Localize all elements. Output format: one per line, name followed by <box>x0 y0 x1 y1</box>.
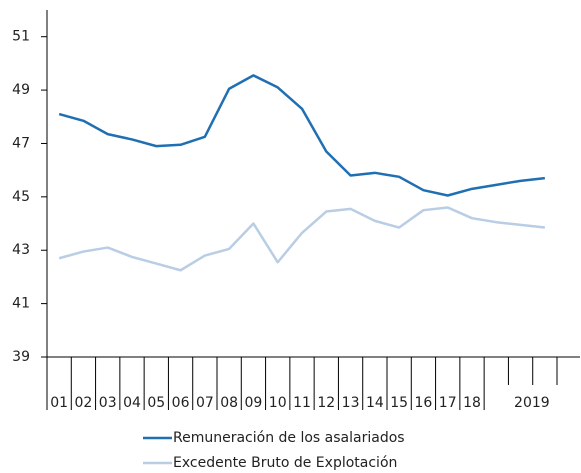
y-tick-label: 39 <box>12 349 30 365</box>
x-tick-label: 10 <box>269 395 287 411</box>
x-tick-label: 03 <box>99 395 117 411</box>
y-tick-label: 51 <box>12 29 30 45</box>
x-tick-label: 05 <box>147 395 165 411</box>
legend-label: Remuneración de los asalariados <box>173 430 405 446</box>
x-tick-label: 13 <box>342 395 360 411</box>
x-tick-label: 07 <box>196 395 214 411</box>
y-tick-label: 45 <box>12 189 30 205</box>
x-tick-label: 08 <box>220 395 238 411</box>
y-tick-label: 47 <box>12 135 30 151</box>
x-tick-label: 04 <box>123 395 141 411</box>
x-tick-label: 15 <box>390 395 408 411</box>
legend-label: Excedente Bruto de Explotación <box>173 455 397 471</box>
line-series <box>58 74 545 197</box>
x-tick-label: 16 <box>415 395 433 411</box>
x-tick-label: 12 <box>317 395 335 411</box>
x-tick-label: 02 <box>75 395 93 411</box>
y-tick-label: 41 <box>12 296 30 312</box>
x-tick-label: 14 <box>366 395 384 411</box>
x-tick-label: 11 <box>293 395 311 411</box>
x-tick-label: 06 <box>172 395 190 411</box>
y-tick-label: 49 <box>12 82 30 98</box>
line-series <box>58 206 545 272</box>
x-tick-label: 09 <box>245 395 263 411</box>
y-tick-label: 43 <box>12 242 30 258</box>
x-tick-label: 17 <box>439 395 457 411</box>
x-tick-label: 01 <box>50 395 68 411</box>
x-tick-label: 2019 <box>514 395 550 411</box>
x-tick-label: 18 <box>463 395 481 411</box>
